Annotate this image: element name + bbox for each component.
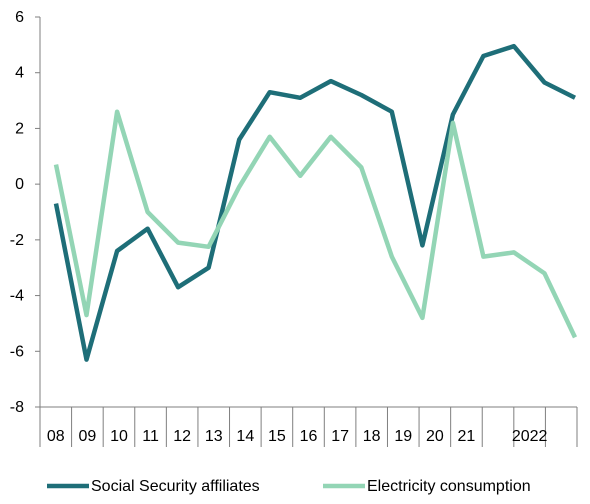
x-tick-label: 17 — [331, 428, 349, 445]
legend: Social Security affiliates Electricity co… — [47, 478, 531, 495]
x-tick-label: 10 — [110, 428, 128, 445]
series-line-electricity-consumption — [53, 109, 578, 339]
x-tick-label: 11 — [142, 428, 159, 445]
x-tick-label: 2022 — [512, 428, 548, 445]
x-tick-label: 09 — [78, 428, 96, 445]
legend-label: Electricity consumption — [367, 478, 531, 495]
x-tick-label: 21 — [458, 428, 476, 445]
x-tick-label: 08 — [47, 428, 65, 445]
x-tick-label: 12 — [173, 428, 191, 445]
y-tick-label: 0 — [15, 176, 24, 193]
legend-item: Electricity consumption — [323, 478, 531, 495]
x-tick-label: 13 — [205, 428, 223, 445]
y-tick-label: -6 — [10, 343, 24, 360]
x-tick-label: 20 — [426, 428, 444, 445]
x-tick-label: 19 — [394, 428, 412, 445]
y-tick-label: 2 — [15, 120, 24, 137]
x-tick-label: 16 — [300, 428, 318, 445]
x-tick-label: 15 — [268, 428, 286, 445]
x-tick-label: 18 — [363, 428, 381, 445]
x-tick-label: 14 — [236, 428, 254, 445]
series-lines — [53, 43, 578, 362]
y-tick-label: 6 — [15, 9, 24, 26]
legend-label: Social Security affiliates — [91, 478, 260, 495]
y-tick-label: -8 — [10, 399, 24, 416]
legend-item: Social Security affiliates — [47, 478, 260, 495]
y-tick-label: -4 — [10, 288, 24, 305]
y-tick-label: -2 — [10, 232, 24, 249]
y-tick-label: 4 — [15, 65, 24, 82]
series-line-social-security-affiliates — [53, 43, 577, 362]
